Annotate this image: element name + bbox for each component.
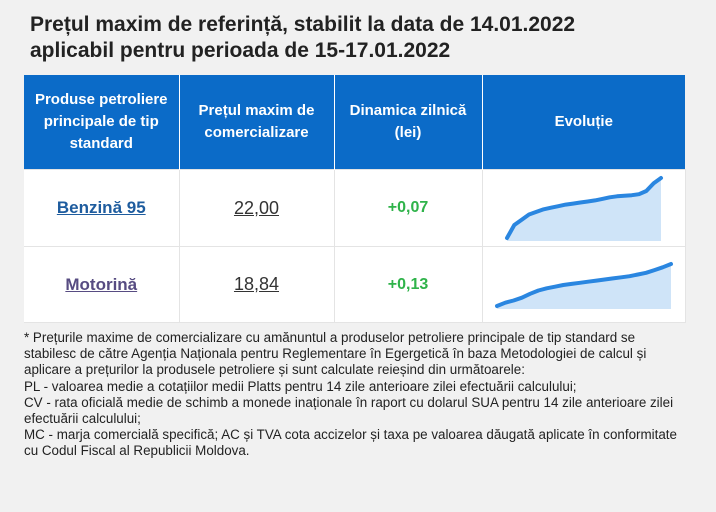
footnote: * Prețurile maxime de comercializare cu … [24, 330, 689, 460]
footnote-cv: CV - rata oficială medie de schimb a mon… [24, 394, 674, 427]
footnote-mc: MC - marja comercială specifică; AC și T… [24, 427, 677, 459]
price-cell: 18,84 [179, 246, 335, 323]
dynamic-value: +0,07 [387, 199, 429, 216]
sparkline-area [496, 263, 671, 309]
table-row: Benzină 95 22,00 +0,07 [24, 169, 686, 247]
product-link-motorina[interactable]: Motorină [65, 274, 138, 294]
title-line-2: aplicabil pentru perioada de 15-17.01.20… [30, 39, 451, 62]
header-evolution: Evoluție [482, 75, 685, 170]
dynamic-value: +0,13 [387, 275, 429, 293]
price-table: Produse petroliere principale de tip sta… [24, 75, 686, 323]
sparkline-area [506, 178, 661, 241]
footnote-intro: * Prețurile maxime de comercializare cu … [24, 330, 647, 378]
price-value: 18,84 [233, 274, 280, 294]
sparkline-series-line [504, 176, 663, 240]
price-cell: 22,00 [179, 169, 335, 247]
table-header-row: Produse petroliere principale de tip sta… [24, 75, 685, 170]
header-product: Produse petroliere principale de tip sta… [24, 75, 180, 170]
footnote-pl: PL - valoarea medie a cotațiilor medii P… [24, 378, 577, 394]
header-price: Prețul maxim de comercializare [179, 75, 335, 170]
header-dynamic: Dinamica zilnică (lei) [334, 75, 483, 170]
dynamic-cell: +0,13 [334, 246, 483, 323]
evolution-sparkline [494, 261, 673, 309]
product-cell: Benzină 95 [24, 169, 180, 247]
title-line-1: Prețul maxim de referință, stabilit la d… [30, 13, 576, 36]
product-link-benzina[interactable]: Benzină 95 [56, 198, 146, 217]
page-title: Prețul maxim de referință, stabilit la d… [30, 12, 710, 64]
product-cell: Motorină [24, 246, 180, 323]
evolution-sparkline [504, 176, 663, 241]
evolution-cell [482, 169, 686, 247]
dynamic-cell: +0,07 [334, 169, 483, 247]
price-value: 22,00 [233, 197, 280, 218]
evolution-cell [482, 246, 686, 323]
table-row: Motorină 18,84 +0,13 [24, 246, 686, 323]
sparkline-series-line [494, 261, 673, 308]
